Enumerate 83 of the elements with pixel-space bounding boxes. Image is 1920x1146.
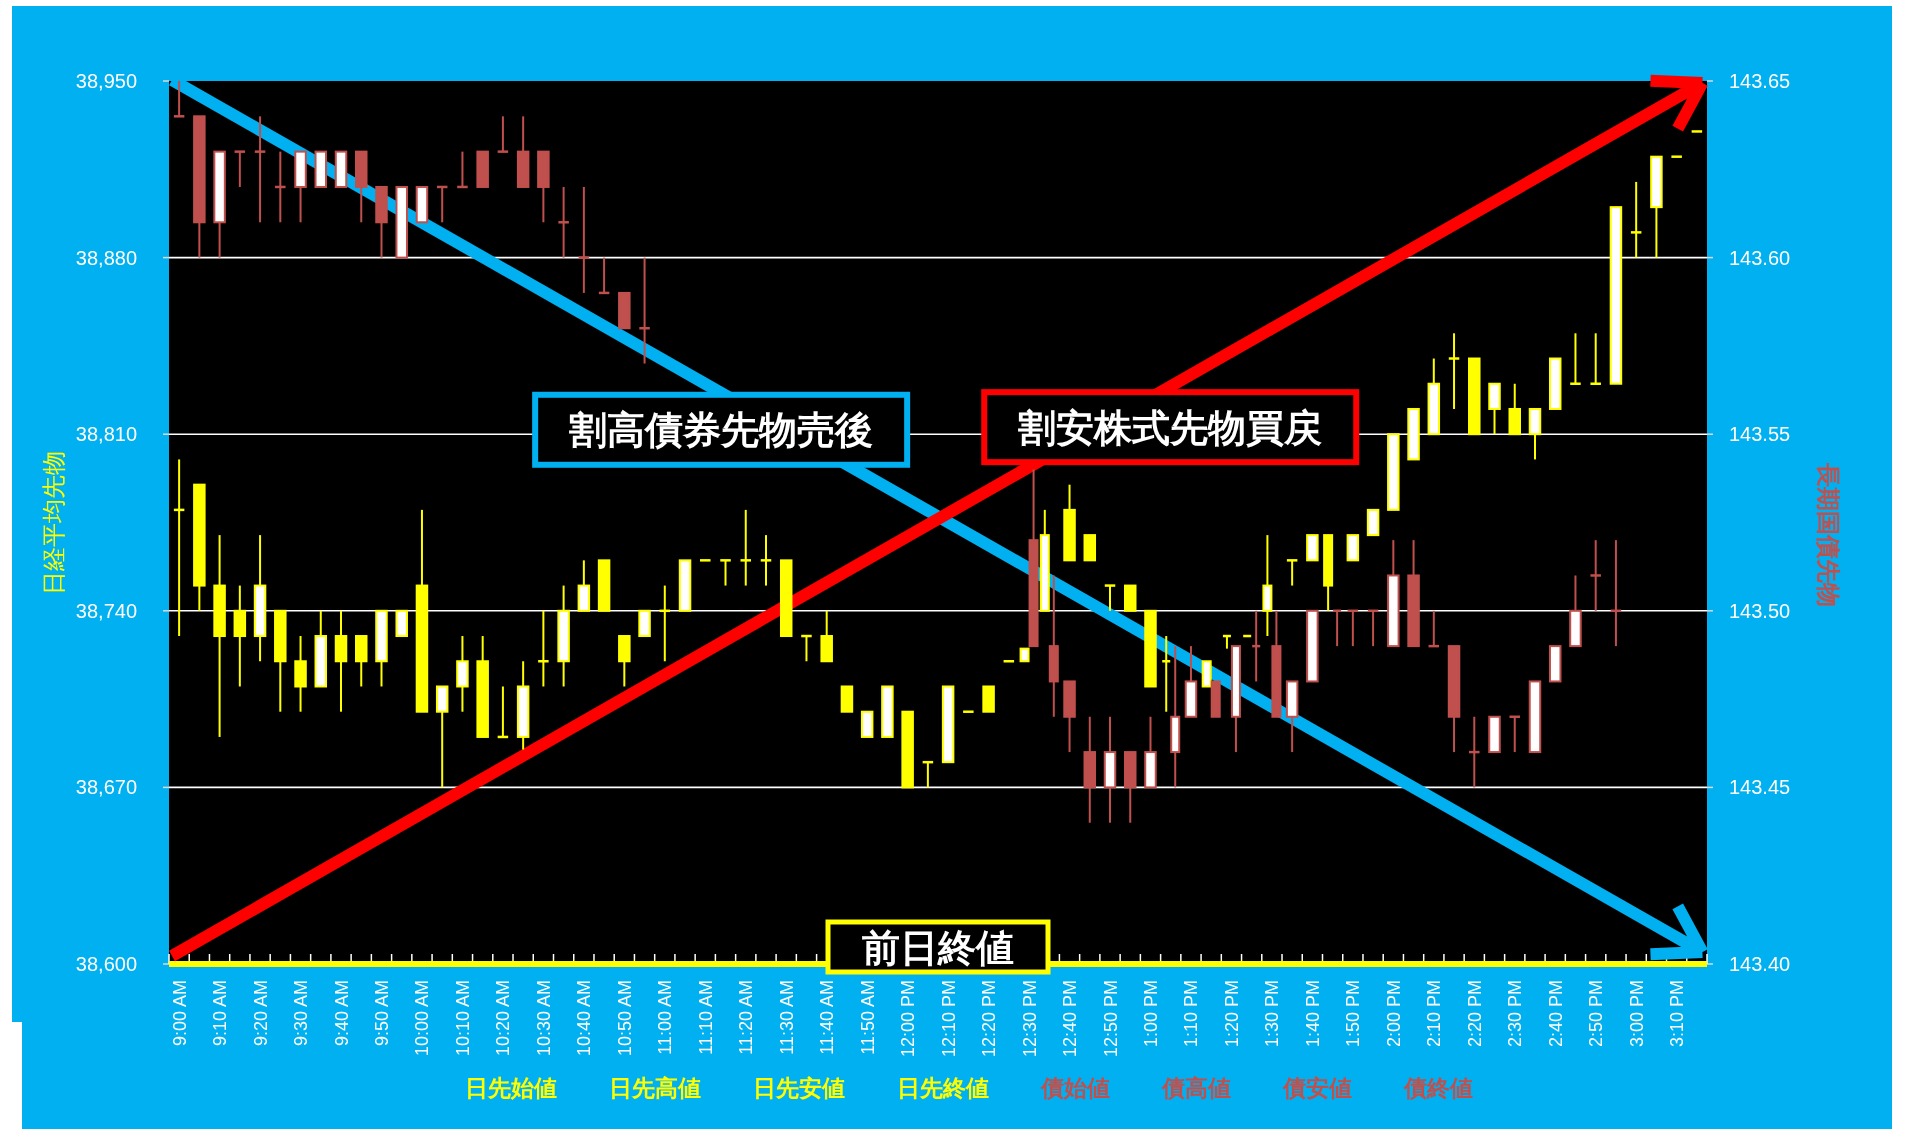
x-tick-label: 12:10 PM <box>938 980 959 1058</box>
candlestick <box>536 609 550 688</box>
y-tick-label: 38,600 <box>75 953 137 975</box>
x-tick-label: 2:20 PM <box>1464 980 1485 1048</box>
x-tick-label: 1:30 PM <box>1262 980 1283 1048</box>
y-tick-label: 38,670 <box>75 776 137 799</box>
x-tick-label: 1:10 PM <box>1181 980 1202 1048</box>
x-tick-label: 2:40 PM <box>1545 980 1566 1048</box>
y-tick-label: 38,950 <box>75 70 137 92</box>
x-tick-label: 10:20 AM <box>493 980 514 1057</box>
candlestick <box>253 115 267 224</box>
y2-tick-label: 143.60 <box>1729 246 1791 269</box>
candlestick <box>1285 559 1299 587</box>
x-tick-label: 2:30 PM <box>1505 980 1526 1048</box>
text: 債始値 <box>1040 1075 1110 1101</box>
text: 日先始値 <box>465 1075 557 1101</box>
x-tick-label: 9:50 AM <box>371 980 392 1047</box>
x-tick-label: 12:00 PM <box>898 980 919 1058</box>
y2-tick-label: 143.50 <box>1729 599 1791 622</box>
candlestick <box>1103 584 1117 612</box>
text: 日先安値 <box>753 1075 845 1101</box>
text: 日先高値 <box>609 1075 701 1101</box>
x-tick-label: 1:20 PM <box>1221 980 1242 1048</box>
x-tick-label: 11:30 AM <box>776 980 797 1055</box>
x-tick-label: 1:50 PM <box>1343 980 1364 1048</box>
candlestick <box>759 534 773 587</box>
candlestick <box>1629 180 1643 259</box>
label-box: 割安株式先物買戻 <box>981 389 1360 466</box>
y-axis-title: 日経平均先物 <box>40 450 67 595</box>
x-tick-label: 1:40 PM <box>1302 980 1323 1048</box>
candlestick <box>557 185 571 259</box>
y-tick-label: 38,740 <box>75 599 137 622</box>
text: 債安値 <box>1282 1075 1352 1101</box>
x-tick-label: 12:20 PM <box>979 980 1000 1058</box>
y-tick-label: 38,880 <box>75 246 137 269</box>
x-tick-label: 11:40 AM <box>817 980 838 1055</box>
x-tick-label: 11:10 AM <box>695 980 716 1055</box>
x-tick-label: 10:50 AM <box>614 980 635 1057</box>
y2-tick-label: 143.45 <box>1729 776 1791 799</box>
candlestick <box>577 185 591 294</box>
annotation: 割高債券先物売後 <box>569 409 874 452</box>
x-tick-label: 10:10 AM <box>452 980 473 1057</box>
candlestick <box>233 150 247 188</box>
y2-tick-label: 143.40 <box>1729 953 1791 975</box>
candlestick <box>1568 332 1582 385</box>
text: 日先終値 <box>897 1075 989 1101</box>
x-tick-label: 2:50 PM <box>1586 980 1607 1048</box>
x-tick-label: 10:00 AM <box>412 980 433 1057</box>
x-tick-label: 9:20 AM <box>250 980 271 1047</box>
candlestick <box>1589 539 1603 612</box>
x-tick-label: 11:50 AM <box>857 980 878 1055</box>
candlestick <box>1447 332 1461 410</box>
x-tick-label: 9:10 AM <box>210 980 231 1047</box>
x-tick-label: 2:00 PM <box>1383 980 1404 1048</box>
candlestick <box>1589 332 1603 385</box>
x-tick-label: 10:40 AM <box>574 980 595 1057</box>
y-tick-label: 38,810 <box>75 423 137 446</box>
text: 債高値 <box>1161 1075 1231 1101</box>
y2-tick-label: 143.65 <box>1729 70 1791 92</box>
candlestick <box>739 508 753 587</box>
annotation: 割安株式先物買戻 <box>1018 406 1323 449</box>
label-box: 前日終値 <box>825 919 1051 975</box>
x-tick-label: 9:40 AM <box>331 980 352 1047</box>
y2-axis-title: 長期国債先物 <box>1815 461 1842 607</box>
x-tick-label: 12:40 PM <box>1060 980 1081 1058</box>
x-tick-label: 11:20 AM <box>736 980 757 1055</box>
x-tick-label: 2:10 PM <box>1424 980 1445 1048</box>
x-tick-label: 1:00 PM <box>1140 980 1161 1048</box>
x-tick-label: 10:30 AM <box>533 980 554 1057</box>
x-tick-label: 12:50 PM <box>1100 980 1121 1058</box>
x-tick-label: 9:00 AM <box>169 980 190 1047</box>
x-tick-label: 3:00 PM <box>1626 980 1647 1048</box>
x-tick-label: 11:00 AM <box>655 980 676 1055</box>
x-tick-label: 9:30 AM <box>291 980 312 1047</box>
y2-tick-label: 143.55 <box>1729 423 1791 446</box>
annotation: 前日終値 <box>862 926 1014 969</box>
x-tick-label: 12:30 PM <box>1019 980 1040 1058</box>
text: 債終値 <box>1403 1075 1473 1101</box>
x-tick-label: 3:10 PM <box>1667 980 1688 1048</box>
label-box: 割高債券先物売後 <box>532 391 911 468</box>
candlestick <box>496 115 510 153</box>
candlestick <box>172 80 186 118</box>
candlestick <box>719 559 733 587</box>
